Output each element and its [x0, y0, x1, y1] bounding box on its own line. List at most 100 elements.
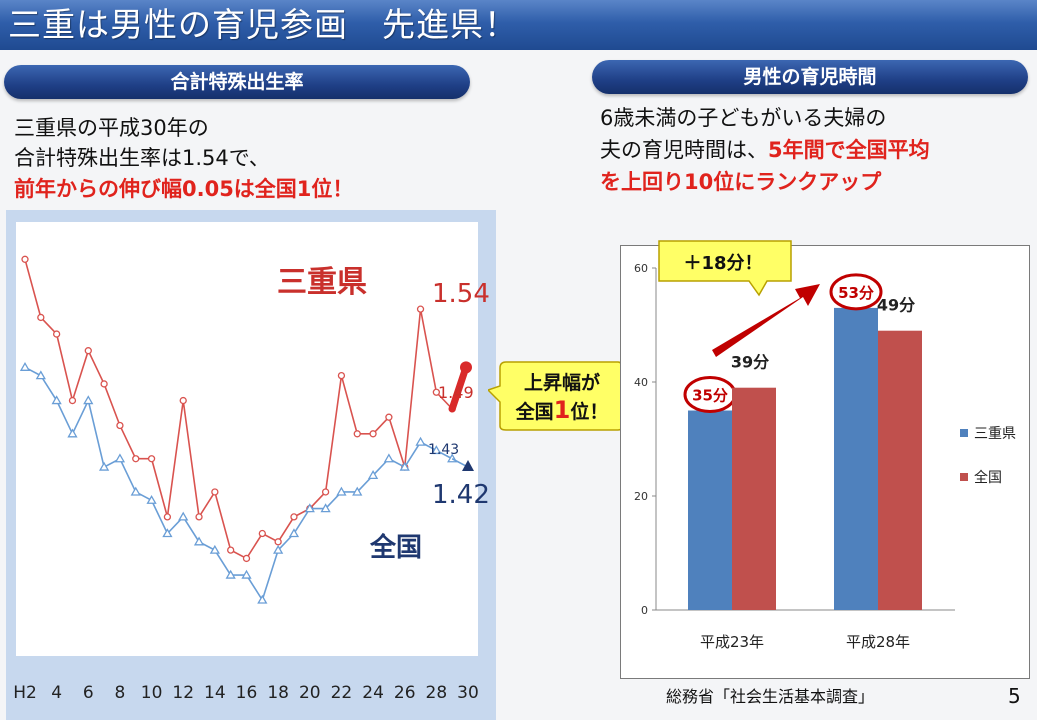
national-point	[336, 486, 347, 496]
national-point	[98, 461, 110, 471]
bar-category-label: 平成28年	[846, 633, 910, 651]
mie-point	[211, 488, 219, 496]
national-point	[83, 395, 94, 405]
national-last-value: 1.42	[432, 480, 490, 510]
line-x-tick-label: 30	[457, 683, 479, 703]
middle-callout: 上昇幅が 全国1位！	[488, 361, 623, 431]
mie-bar-value-label: 35分	[692, 387, 728, 405]
page-number: 5	[1008, 684, 1021, 708]
middle-callout-post: 位！	[570, 400, 608, 423]
line-chart-x-axis: H2 4 6 8 10 12 14 16 18 20 22 24 26 28 30	[13, 683, 479, 703]
legend-swatch	[960, 429, 968, 437]
line-x-tick-label: 28	[426, 683, 448, 703]
mie-line-series	[21, 255, 472, 563]
national-point	[162, 528, 173, 538]
national-point	[114, 453, 126, 463]
mie-point	[337, 371, 346, 380]
middle-callout-pre: 全国	[515, 400, 554, 423]
line-x-tick-label: 24	[362, 683, 384, 703]
national-point	[130, 486, 141, 496]
mie-bar-highlight-ring	[829, 273, 883, 311]
national-bar-value-label: 39分	[731, 353, 769, 372]
bar-callout-text: ＋18分！	[683, 253, 762, 274]
middle-callout-line1: 上昇幅が	[524, 371, 600, 394]
national-bar	[732, 387, 776, 610]
mie-point	[68, 396, 77, 405]
line-x-tick-label: 6	[83, 683, 94, 703]
national-final-point	[462, 460, 474, 472]
mie-bar	[834, 307, 878, 610]
mie-point	[290, 513, 298, 521]
line-x-tick-label: 12	[172, 683, 194, 703]
national-series-label: 全国	[369, 532, 422, 563]
right-section-header: 男性の育児時間	[592, 60, 1028, 94]
national-point	[288, 528, 300, 538]
line-x-tick-label: 20	[299, 683, 321, 703]
line-chart-plot-bg	[16, 222, 478, 656]
mie-point	[52, 330, 61, 338]
left-text-line3: 前年からの伸び幅0.05は全国1位！	[14, 177, 354, 201]
national-point	[209, 544, 220, 554]
bar-y-tick-label: 60	[634, 262, 648, 275]
mie-series-label: 三重県	[277, 265, 367, 300]
legend-label: 三重県	[974, 426, 1016, 442]
mie-prev-value: 1.49	[438, 383, 474, 402]
line-x-tick-label: 8	[115, 683, 126, 703]
left-section-header: 合計特殊出生率	[4, 65, 470, 99]
mie-point	[353, 430, 361, 438]
right-text-line3: を上回り10位にランクアップ	[600, 170, 882, 194]
mie-point	[369, 430, 377, 438]
national-point	[257, 594, 268, 604]
slide-title: 三重は男性の育児参画 先進県！	[8, 5, 518, 44]
national-point	[352, 486, 363, 496]
national-point	[193, 536, 205, 546]
national-point	[178, 511, 189, 521]
national-line-series	[19, 362, 474, 604]
national-point	[67, 428, 78, 438]
national-line	[24, 366, 453, 602]
middle-callout-num: 1	[554, 396, 571, 424]
mie-point	[321, 488, 330, 496]
mie-bar-value-label: 53分	[838, 284, 874, 302]
mie-point	[416, 305, 425, 313]
national-point	[383, 453, 395, 463]
source-note: 総務省「社会生活基本調査」	[666, 687, 875, 706]
national-point	[19, 362, 31, 371]
mie-point	[84, 347, 92, 355]
line-x-tick-label: 14	[204, 683, 226, 703]
title-bar: 三重は男性の育児参画 先進県！	[0, 0, 1037, 50]
line-x-tick-label: 10	[141, 683, 163, 703]
right-text-line2-black: 夫の育児時間は、	[600, 138, 768, 162]
line-x-tick-label: 26	[394, 683, 416, 703]
mie-point	[179, 396, 187, 405]
mie-point	[100, 380, 108, 388]
increase-arrow	[712, 284, 820, 357]
bar-category-label: 平成23年	[700, 633, 764, 651]
line-x-tick-label: 22	[331, 683, 353, 703]
mie-line	[24, 259, 453, 560]
mie-point	[385, 413, 393, 421]
mie-final-point	[460, 361, 472, 374]
mie-point	[116, 421, 124, 430]
national-bar-value-label: 49分	[877, 296, 915, 315]
mie-point	[163, 513, 172, 521]
mie-point	[21, 255, 29, 263]
national-point	[225, 569, 236, 579]
national-point	[146, 494, 157, 504]
mie-point	[227, 546, 235, 554]
national-point	[35, 370, 46, 380]
mie-bar	[688, 410, 732, 610]
mie-point	[242, 554, 251, 563]
mie-final-segment	[448, 363, 470, 413]
line-x-tick-label: 18	[267, 683, 289, 703]
bar-callout: ＋18分！	[658, 240, 792, 297]
national-point	[273, 544, 284, 554]
national-point	[415, 436, 426, 446]
legend-label: 全国	[974, 469, 1002, 486]
national-point	[304, 503, 315, 513]
national-point	[399, 461, 410, 471]
national-point	[367, 470, 379, 479]
left-text-line1: 三重県の平成30年の	[14, 116, 209, 140]
